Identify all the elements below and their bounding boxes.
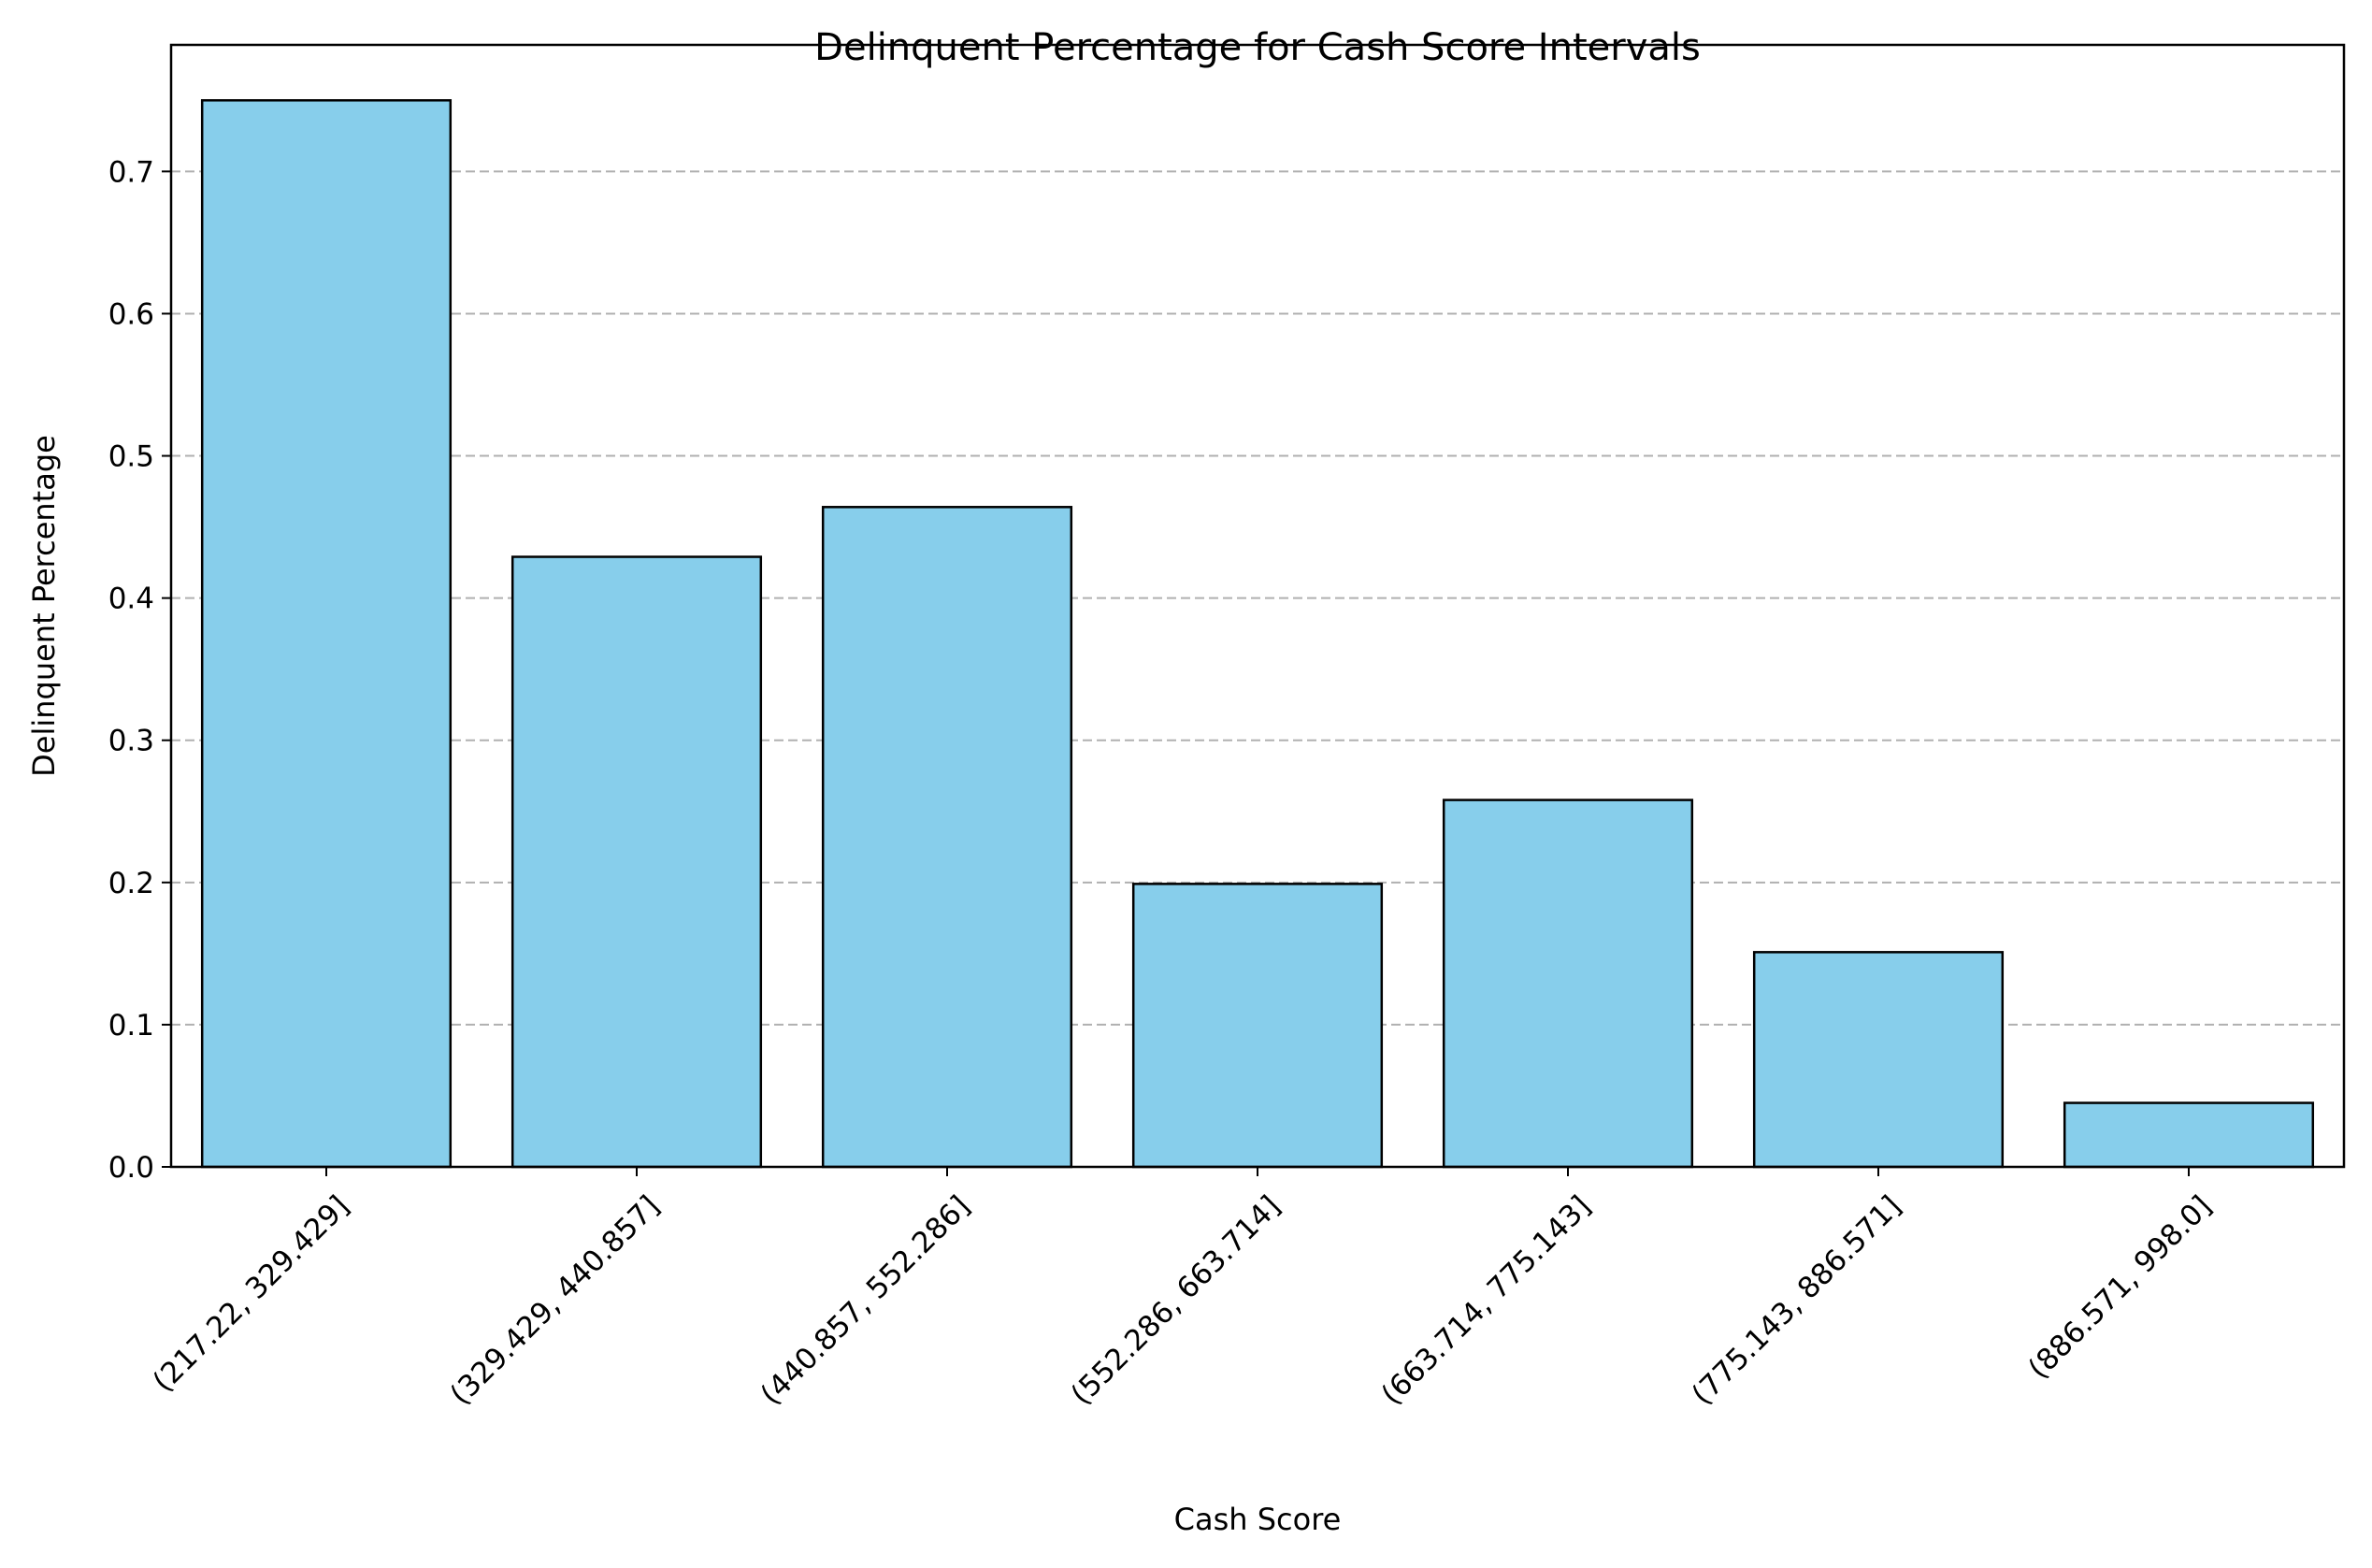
- y-tick-label: 0.4: [108, 583, 154, 616]
- bar: [1131, 883, 1384, 1169]
- y-tick-label: 0.0: [108, 1151, 154, 1185]
- bar: [200, 99, 453, 1169]
- y-tick-label: 0.1: [108, 1009, 154, 1043]
- bar: [1442, 798, 1694, 1169]
- bar: [1752, 951, 2005, 1169]
- y-axis-label: Delinquent Percentage: [26, 435, 62, 777]
- y-tick-label: 0.3: [108, 725, 154, 758]
- bar: [510, 555, 763, 1169]
- y-axis-ticks: 0.0 0.1 0.2 0.3 0.4 0.5 0.6 0.7: [108, 155, 171, 1185]
- bars: [200, 99, 2315, 1169]
- x-axis-label: Cash Score: [1174, 1502, 1342, 1537]
- chart-title: Delinquent Percentage for Cash Score Int…: [814, 26, 1701, 69]
- y-tick-label: 0.6: [108, 297, 154, 331]
- y-tick-label: 0.5: [108, 440, 154, 474]
- bar: [2063, 1101, 2315, 1169]
- y-tick-label: 0.2: [108, 867, 154, 900]
- y-tick-label: 0.7: [108, 155, 154, 189]
- bar: [821, 506, 1073, 1169]
